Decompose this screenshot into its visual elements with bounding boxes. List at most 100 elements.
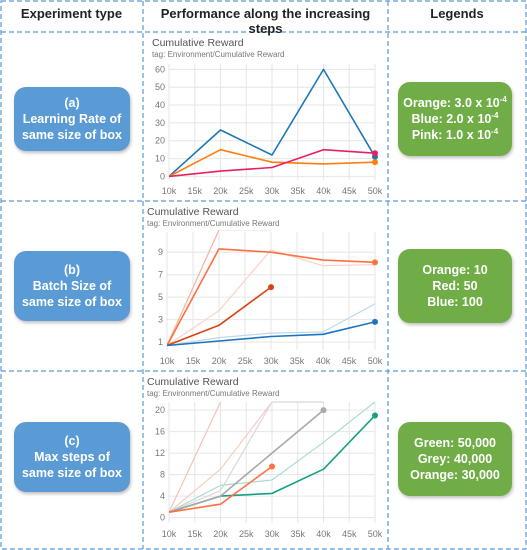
x-tick-label: 40k: [316, 186, 331, 196]
chart-a-title: Cumulative Reward: [152, 37, 244, 49]
chart-c-subtitle: tag: Environment/Cumulative Reward: [147, 389, 280, 398]
header-experiment-type: Experiment type: [20, 6, 123, 21]
legend-entry: Orange: 30,000: [410, 468, 500, 482]
y-tick-label: 16: [155, 427, 165, 437]
series-line: [169, 465, 273, 513]
y-tick-label: 20: [155, 405, 165, 415]
experiment-line: Max steps of: [34, 450, 110, 464]
series-line: [167, 321, 376, 347]
experiment-line: same size of box: [21, 295, 123, 309]
x-tick-label: 40k: [316, 529, 331, 539]
x-tick-label: 45k: [342, 529, 357, 539]
x-tick-label: 45k: [342, 186, 357, 196]
chart-b-subtitle: tag: Environment/Cumulative Reward: [147, 219, 280, 228]
legend-box-c: Green: 50,000 Grey: 40,000 Orange: 30,00…: [398, 422, 512, 496]
experiment-id: (b): [64, 263, 80, 277]
series-line: [167, 286, 272, 347]
x-tick-label: 30k: [265, 529, 280, 539]
experiment-line: same size of box: [21, 466, 123, 480]
experiment-id: (a): [64, 96, 80, 110]
legend-entry: Pink: 1.0 x 10-4: [411, 127, 499, 143]
series-line-smoothing: [169, 401, 222, 513]
y-tick-label: 10: [155, 154, 165, 164]
legend-box-b: Orange: 10 Red: 50 Blue: 100: [398, 249, 512, 323]
legend-box-a: Orange: 3.0 x 10-4 Blue: 2.0 x 10-4 Pink…: [398, 82, 512, 156]
series-line-smoothing: [169, 401, 324, 513]
y-tick-label: 30: [155, 118, 165, 128]
series-end-marker: [372, 259, 378, 266]
y-tick-label: 5: [158, 292, 163, 302]
header-performance: Performance along the increasing steps: [160, 6, 371, 36]
y-tick-label: 12: [155, 448, 165, 458]
experiment-box-a: (a) Learning Rate of same size of box: [14, 87, 130, 151]
x-tick-label: 15k: [186, 356, 201, 366]
x-tick-label: 35k: [290, 529, 305, 539]
series-end-marker: [372, 150, 378, 157]
experiment-line: Batch Size of: [32, 279, 112, 293]
x-tick-label: 25k: [238, 356, 253, 366]
series-line-smoothing: [167, 230, 220, 346]
x-tick-label: 20k: [212, 356, 227, 366]
chart-a-learning-rate: 0 10 20 30 40 50 60 10k 15k 20k 25k 30k 35k 40k 45k 50k: [155, 64, 383, 196]
series-end-marker: [320, 407, 327, 414]
legend-entry: Green: 50,000: [414, 436, 496, 450]
y-tick-label: 9: [158, 247, 163, 257]
series-line-smoothing: [167, 249, 376, 346]
series-end-marker: [268, 284, 274, 291]
x-tick-label: 35k: [290, 186, 305, 196]
y-tick-label: 8: [160, 470, 165, 480]
x-tick-label: 50k: [368, 529, 383, 539]
legend-entry: Red: 50: [432, 279, 478, 293]
x-tick-label: 45k: [342, 356, 357, 366]
series-line: [169, 68, 376, 177]
series-line: [167, 248, 376, 346]
y-tick-label: 7: [158, 270, 163, 280]
x-tick-label: 10k: [162, 186, 177, 196]
y-tick-label: 40: [155, 100, 165, 110]
legend-entry: Orange: 10: [422, 263, 488, 277]
experiment-line: Learning Rate of: [22, 112, 122, 126]
y-tick-label: 50: [155, 82, 165, 92]
experiment-line: same size of box: [21, 128, 123, 142]
x-tick-label: 50k: [368, 356, 383, 366]
experiment-id: (c): [64, 434, 80, 448]
y-tick-label: 20: [155, 136, 165, 146]
x-tick-label: 50k: [368, 186, 383, 196]
y-tick-label: 3: [158, 315, 163, 325]
series-end-marker: [372, 318, 378, 325]
series-line: [169, 148, 376, 178]
x-tick-label: 30k: [265, 186, 280, 196]
legend-entry: Blue: 2.0 x 10-4: [411, 111, 499, 127]
chart-a-subtitle: tag: Environment/Cumulative Reward: [152, 50, 285, 59]
y-tick-label: 1: [158, 337, 163, 347]
legend-entry: Orange: 3.0 x 10-4: [403, 95, 507, 111]
legend-entry: Blue: 100: [427, 295, 483, 309]
series-end-marker: [269, 463, 275, 470]
series-end-marker: [372, 159, 378, 166]
experiment-box-c: (c) Max steps of same size of box: [14, 422, 130, 492]
header-legends: Legends: [430, 6, 484, 21]
chart-c-title: Cumulative Reward: [147, 376, 239, 388]
y-tick-label: 60: [155, 64, 165, 74]
x-tick-label: 10k: [160, 356, 175, 366]
x-tick-label: 25k: [239, 529, 254, 539]
chart-c-max-steps: 0 4 8 12 16 20 10k 15k 20k 25k 30k 35k 40k 45k 50k: [155, 401, 383, 539]
y-tick-label: 0: [160, 171, 165, 181]
x-tick-label: 20k: [213, 186, 228, 196]
x-tick-label: 15k: [187, 529, 202, 539]
x-tick-label: 15k: [187, 186, 202, 196]
series-line: [169, 148, 376, 178]
x-tick-label: 20k: [213, 529, 228, 539]
x-tick-label: 10k: [162, 529, 177, 539]
chart-b-batch-size: 1 3 5 7 9 10k 15k 20k 25k 30k 35k 40k 45k 50k: [158, 230, 383, 366]
x-tick-label: 25k: [239, 186, 254, 196]
y-tick-label: 0: [160, 513, 165, 523]
series-line: [169, 409, 325, 513]
y-tick-label: 4: [160, 491, 165, 501]
legend-entry: Grey: 40,000: [417, 452, 493, 466]
experiment-box-b: (b) Batch Size of same size of box: [14, 251, 130, 321]
series-line-smoothing: [169, 401, 273, 513]
x-tick-label: 30k: [264, 356, 279, 366]
series-end-marker: [372, 412, 378, 419]
series-line-smoothing: [169, 401, 376, 513]
